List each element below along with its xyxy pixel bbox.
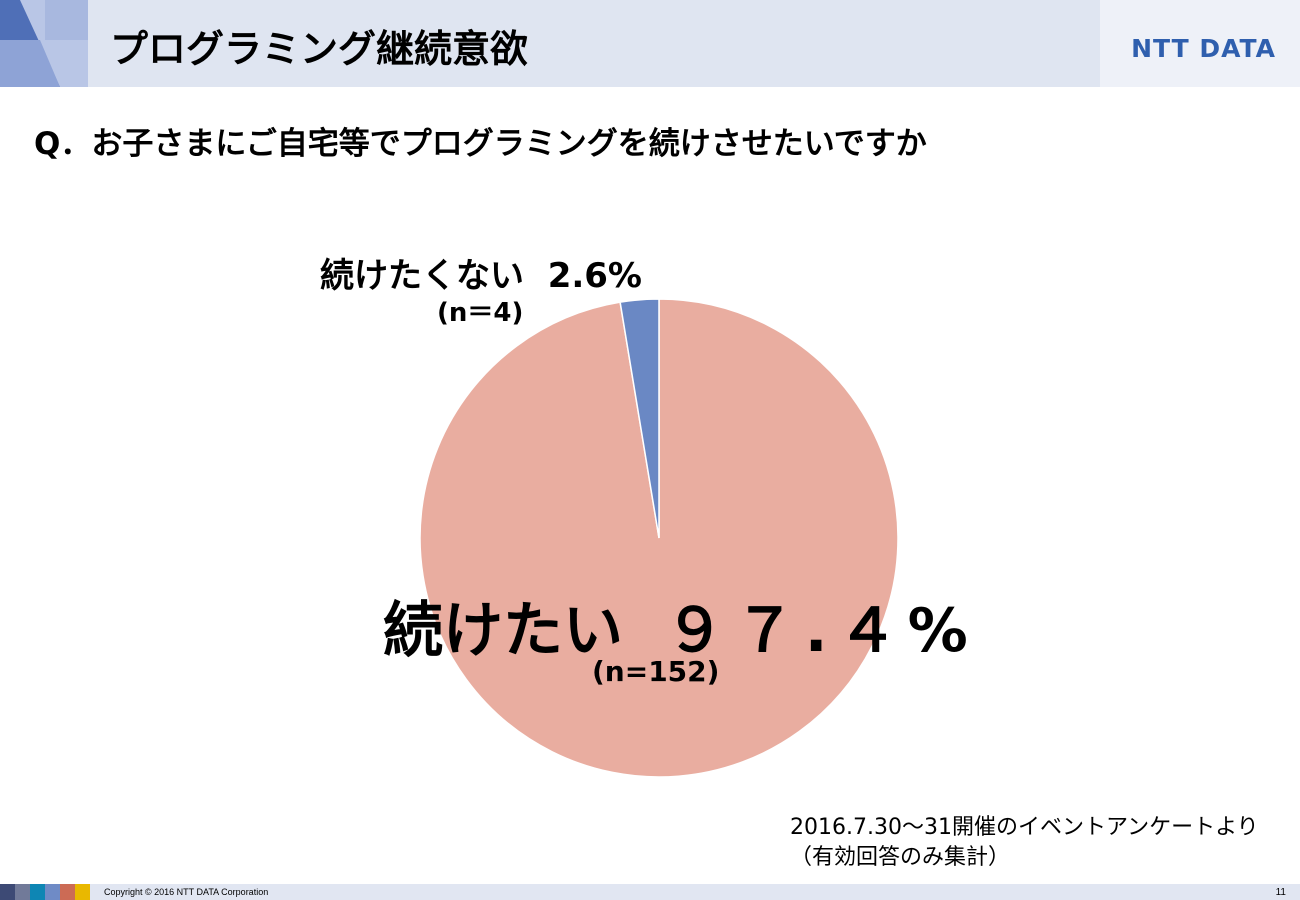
footer-color-block: [45, 884, 60, 900]
footer-color-block: [0, 884, 15, 900]
copyright: Copyright © 2016 NTT DATA Corporation: [104, 887, 269, 897]
page-number: 11: [1275, 887, 1286, 898]
pie-slice-yes: [419, 298, 899, 778]
label-no-percent: 2.6%: [547, 256, 642, 296]
footer-color-block: [75, 884, 90, 900]
label-no-n: (n＝4): [437, 298, 524, 328]
footer-color-block: [15, 884, 30, 900]
footer-color-block: [60, 884, 75, 900]
logo-area: NTT DATA: [1100, 0, 1300, 87]
label-yes-percent: ９７.４%: [664, 596, 978, 666]
footer: Copyright © 2016 NTT DATA Corporation 11: [0, 884, 1300, 900]
label-no: 続けたくない 2.6%: [320, 248, 642, 297]
source-note: 2016.7.30～31開催のイベントアンケートより （有効回答のみ集計）: [790, 813, 1259, 873]
label-yes: 続けたい ９７.４%: [383, 582, 978, 669]
question: Q．お子さまにご自宅等でプログラミングを続けさせたいですか: [34, 126, 927, 162]
source-line2: （有効回答のみ集計）: [790, 845, 1011, 870]
source-line1: 2016.7.30～31開催のイベントアンケートより: [790, 815, 1259, 840]
ntt-data-logo: NTT DATA: [1131, 34, 1276, 63]
header-bar: プログラミング継続意欲 NTT DATA: [0, 0, 1300, 87]
footer-color-block: [30, 884, 45, 900]
page-title: プログラミング継続意欲: [110, 27, 529, 71]
label-yes-n: (n=152): [592, 655, 720, 688]
label-yes-name: 続けたい: [383, 596, 623, 666]
label-no-name: 続けたくない: [320, 256, 524, 296]
header-decoration: [0, 0, 88, 87]
pie-slice-no: [619, 298, 660, 539]
